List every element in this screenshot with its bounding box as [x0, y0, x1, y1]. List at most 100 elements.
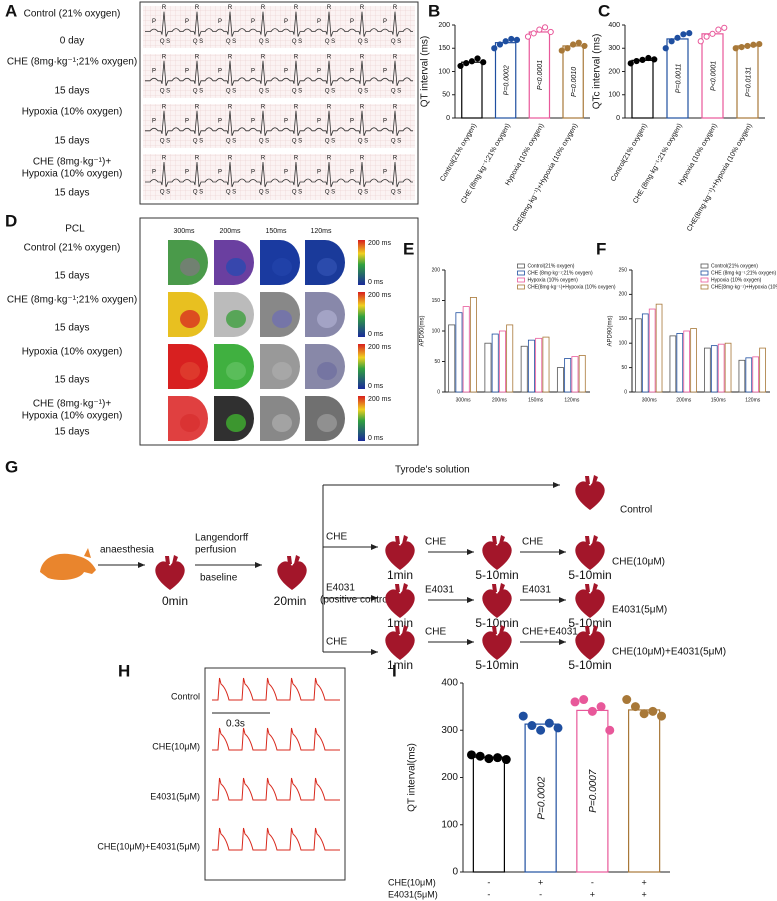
wave-label: P — [218, 19, 222, 25]
wave-label: R — [195, 54, 200, 60]
map-patch — [226, 310, 246, 328]
time-label: 0min — [162, 594, 188, 608]
map-patch — [180, 414, 200, 432]
wave-label: Q S — [325, 138, 335, 144]
map-patch — [226, 258, 246, 276]
condition-name: E4031(5μM) — [388, 889, 438, 899]
wave-label: P — [251, 118, 255, 124]
heart-vessel — [585, 583, 598, 593]
wave-label: R — [327, 104, 332, 110]
bar — [669, 335, 677, 393]
data-point — [732, 45, 739, 52]
y-tick-label: 400 — [441, 678, 458, 689]
column-label: 150ms — [265, 228, 287, 235]
legend-label: Hypoxia (10% oxygen) — [711, 277, 762, 283]
legend-swatch — [517, 284, 525, 290]
data-point — [564, 45, 571, 52]
bar — [578, 354, 586, 393]
wave-label: R — [294, 5, 299, 11]
heart — [482, 535, 512, 570]
wave-label: Q S — [193, 39, 203, 45]
y-tick-label: 300 — [608, 45, 620, 52]
wave-label: Q S — [358, 39, 368, 45]
wave-label: Q S — [226, 88, 236, 94]
condition-label: E4031(5μM) — [150, 791, 200, 801]
data-point — [491, 45, 498, 52]
scale-max: 200 ms — [368, 240, 391, 247]
step-label: anaesthesia — [100, 545, 154, 556]
bar — [690, 328, 697, 393]
data-point — [544, 718, 554, 728]
step-label: baseline — [200, 573, 238, 584]
heart-vessel — [395, 535, 408, 545]
heart-vessel — [492, 583, 505, 593]
panel-letter: D — [5, 211, 17, 230]
data-point — [633, 57, 640, 65]
p-value: P=0.0011 — [675, 64, 682, 94]
condition-label: Hypoxia (10% oxygen) — [22, 169, 123, 180]
scale-min: 0 ms — [368, 435, 384, 442]
map-patch — [272, 362, 292, 380]
x-tick-label: CHE(8mg·kg⁻¹)+Hypoxia (10% oxygen) — [686, 122, 754, 232]
bar — [462, 306, 470, 393]
color-scale — [358, 396, 365, 441]
x-tick-label: 120ms — [745, 397, 761, 403]
wave-label: P — [317, 19, 321, 25]
time-label: 5-10min — [475, 568, 518, 582]
data-point — [686, 30, 693, 37]
bar — [745, 357, 753, 393]
data-point — [750, 41, 757, 48]
y-tick-label: 0 — [446, 115, 450, 122]
map-patch — [272, 258, 292, 276]
wave-label: R — [294, 54, 299, 60]
wave-label: P — [383, 170, 387, 176]
data-point — [756, 40, 763, 48]
x-tick-label: Hypoxia (10% oxygen) — [678, 122, 719, 187]
ecg-trace — [145, 60, 413, 86]
time-label: 1min — [387, 658, 413, 672]
heart-body — [575, 541, 605, 570]
condition-label: Hypoxia (10% oxygen) — [22, 347, 123, 358]
arrow-label: CHE — [425, 537, 446, 548]
wave-label: Q S — [325, 88, 335, 94]
data-point — [553, 723, 563, 733]
wave-label: R — [228, 5, 233, 11]
legend-swatch — [700, 263, 709, 269]
heart — [277, 555, 307, 590]
data-point — [581, 42, 588, 50]
data-point — [605, 725, 615, 735]
y-tick-label: 0 — [616, 115, 620, 122]
y-tick-label: 150 — [619, 316, 628, 322]
bar — [759, 347, 766, 393]
heart — [385, 583, 415, 618]
legend-swatch — [517, 263, 525, 269]
bar — [648, 308, 656, 393]
wave-label: R — [327, 156, 332, 162]
p-value: P<0.0001 — [710, 61, 717, 91]
step-label: Langendorff — [195, 533, 248, 544]
wave-label: R — [162, 5, 167, 11]
data-point — [547, 28, 554, 36]
data-point — [709, 30, 716, 37]
y-tick-label: 0 — [624, 389, 627, 395]
ap-trace — [212, 677, 340, 701]
y-tick-label: 100 — [608, 92, 620, 99]
y-tick-label: 50 — [434, 359, 440, 365]
data-point — [579, 695, 589, 705]
y-axis-label: QTc interval (ms) — [592, 34, 603, 110]
wave-label: Q S — [259, 138, 269, 144]
ecg-trace — [145, 161, 413, 188]
condition-sign: + — [641, 889, 646, 899]
y-tick-label: 400 — [608, 22, 620, 29]
wave-label: R — [261, 5, 266, 11]
panel-a-frame — [139, 1, 419, 205]
wave-label: P — [350, 170, 354, 176]
wave-label: Q S — [325, 190, 335, 196]
wave-label: R — [393, 156, 398, 162]
data-point — [480, 59, 487, 66]
color-scale — [358, 240, 365, 285]
wave-label: Q S — [160, 88, 170, 94]
wave-label: P — [218, 118, 222, 124]
entry-label: E4031 — [326, 583, 355, 594]
data-point — [493, 753, 503, 763]
